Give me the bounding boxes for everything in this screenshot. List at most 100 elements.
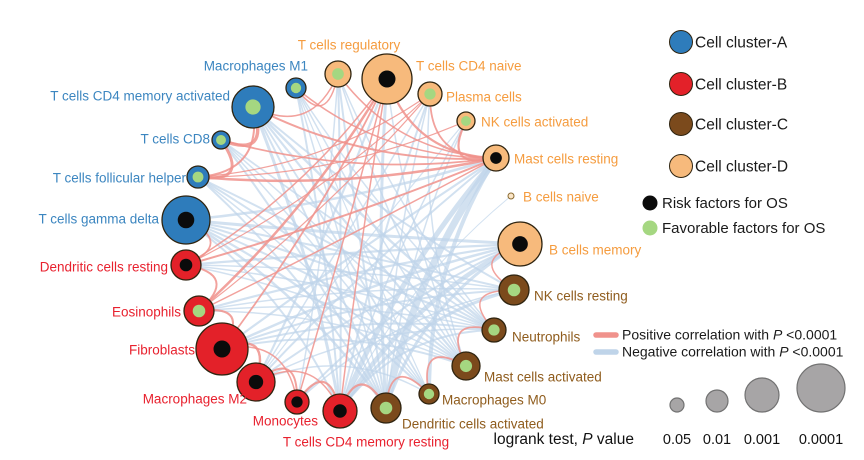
label-t-cells-regulatory: T cells regulatory (298, 38, 401, 53)
node-t-cells-cd8 (211, 130, 231, 150)
factor-legend-label: Risk factors for OS (662, 195, 788, 212)
cluster-legend-swatch (669, 112, 693, 136)
label-mast-cells-activated: Mast cells activated (484, 370, 602, 385)
negative-correlation-edge (252, 106, 515, 291)
node-t-cells-cd4-memory-resting (322, 393, 358, 429)
negative-correlation-edge (221, 338, 467, 367)
node-t-cells-cd4-memory-activated (231, 85, 275, 129)
node-mast-cells-activated (451, 351, 481, 381)
negative-correlation-edge (197, 176, 495, 331)
node-b-cells-naive (507, 192, 515, 200)
node-circle (507, 192, 515, 200)
positive-correlation-edge (221, 78, 388, 350)
negative-correlation-edge (185, 264, 467, 367)
label-t-cells-follicular-helper: T cells follicular helper (53, 171, 187, 186)
label-t-cells-cd4-memory-resting: T cells CD4 memory resting (283, 435, 449, 450)
cluster-legend: Cell cluster-A Cell cluster-B Cell cluster… (669, 30, 788, 178)
correlation-legend-label: Positive correlation with P <0.0001 (622, 327, 837, 343)
favorable-factor-dot (379, 401, 393, 415)
negative-correlation-edge (185, 219, 515, 291)
label-mast-cells-resting: Mast cells resting (514, 152, 618, 167)
negative-correlation-edge (255, 365, 430, 395)
positive-correlation-edge (252, 106, 497, 160)
label-dendritic-cells-activated: Dendritic cells activated (402, 417, 544, 432)
label-nk-cells-resting: NK cells resting (534, 289, 628, 304)
cluster-legend-swatch (669, 72, 693, 96)
size-legend-circle (744, 377, 780, 413)
favorable-factor-dot (459, 359, 473, 373)
node-nk-cells-activated (456, 111, 476, 131)
negative-correlation-edge (184, 218, 496, 332)
node-fibroblasts (195, 322, 249, 376)
negative-correlation-edge (382, 154, 500, 412)
favorable-factor-dot (423, 388, 435, 400)
node-nk-cells-resting (498, 274, 530, 306)
label-monocytes: Monocytes (253, 414, 319, 429)
correlation-legend-label: Negative correlation with P <0.0001 (622, 344, 844, 360)
factor-legend-swatch (642, 195, 658, 211)
risk-factor-dot (512, 236, 528, 252)
node-t-cells-regulatory (324, 60, 352, 88)
size-legend-circle (796, 363, 846, 413)
negative-correlation-edge (252, 106, 430, 395)
negative-correlation-edge (220, 139, 495, 331)
positive-correlation-edge (185, 78, 388, 266)
favorable-factor-dot (192, 171, 204, 183)
negative-correlation-edge (385, 93, 431, 409)
node-b-cells-memory (497, 221, 543, 267)
size-legend: 0.05 0.01 0.001 0.0001 logrank test, P value (494, 363, 846, 448)
cluster-legend-swatch (669, 30, 693, 54)
negative-correlation-edge (198, 310, 467, 367)
risk-factor-dot (213, 340, 231, 358)
negative-correlation-edge (254, 77, 389, 384)
risk-factor-dot (179, 258, 193, 272)
label-fibroblasts: Fibroblasts (129, 343, 195, 358)
negative-correlation-edge (197, 176, 430, 395)
negative-correlation-edge (339, 195, 512, 412)
node-macrophages-m2 (236, 362, 276, 402)
node-t-cells-gamma-delta (161, 195, 211, 245)
label-t-cells-cd8: T cells CD8 (140, 132, 210, 147)
size-legend-circle (669, 397, 685, 413)
negative-correlation-edge (184, 242, 522, 267)
positive-correlation-edge (198, 157, 497, 312)
node-monocytes (284, 389, 310, 415)
positive-correlation-edge (220, 139, 497, 166)
negative-correlation-edge (427, 93, 467, 367)
label-t-cells-cd4-naive: T cells CD4 naive (416, 59, 522, 74)
positive-correlation-edge (185, 93, 431, 266)
label-b-cells-memory: B cells memory (549, 243, 642, 258)
label-macrophages-m2: Macrophages M2 (143, 392, 247, 407)
factor-legend: Risk factors for OS Favorable factors for… (642, 195, 825, 237)
label-dendritic-cells-resting: Dendritic cells resting (40, 260, 168, 275)
negative-correlation-edge (255, 120, 467, 383)
cluster-legend-label: Cell cluster-B (695, 77, 787, 94)
favorable-factor-dot (507, 283, 521, 297)
risk-factor-dot (333, 404, 347, 418)
negative-correlation-edge (197, 176, 387, 409)
node-dendritic-cells-activated (370, 392, 402, 424)
negative-correlation-edge (255, 243, 521, 383)
negative-correlation-edge (221, 322, 495, 350)
node-mast-cells-resting (482, 144, 510, 172)
favorable-factor-dot (216, 135, 226, 145)
size-legend-title: logrank test, P value (494, 431, 634, 448)
cluster-legend-swatch (669, 154, 693, 178)
favorable-factor-dot (424, 88, 436, 100)
node-dendritic-cells-resting (170, 249, 202, 281)
risk-factor-dot (490, 152, 502, 164)
negative-correlation-edge (198, 306, 495, 331)
negative-correlation-edge (385, 120, 467, 409)
size-legend-value: 0.05 (663, 432, 691, 448)
label-neutrophils: Neutrophils (512, 330, 581, 345)
negative-correlation-edge (220, 242, 522, 351)
node-t-cells-cd4-naive (361, 53, 413, 105)
negative-correlation-edge (295, 87, 387, 409)
favorable-factor-dot (332, 68, 344, 80)
positive-correlation-edge (197, 120, 467, 178)
favorable-factor-dot (192, 304, 206, 318)
negative-correlation-edge (251, 105, 496, 332)
negative-correlation-edge (184, 218, 388, 410)
